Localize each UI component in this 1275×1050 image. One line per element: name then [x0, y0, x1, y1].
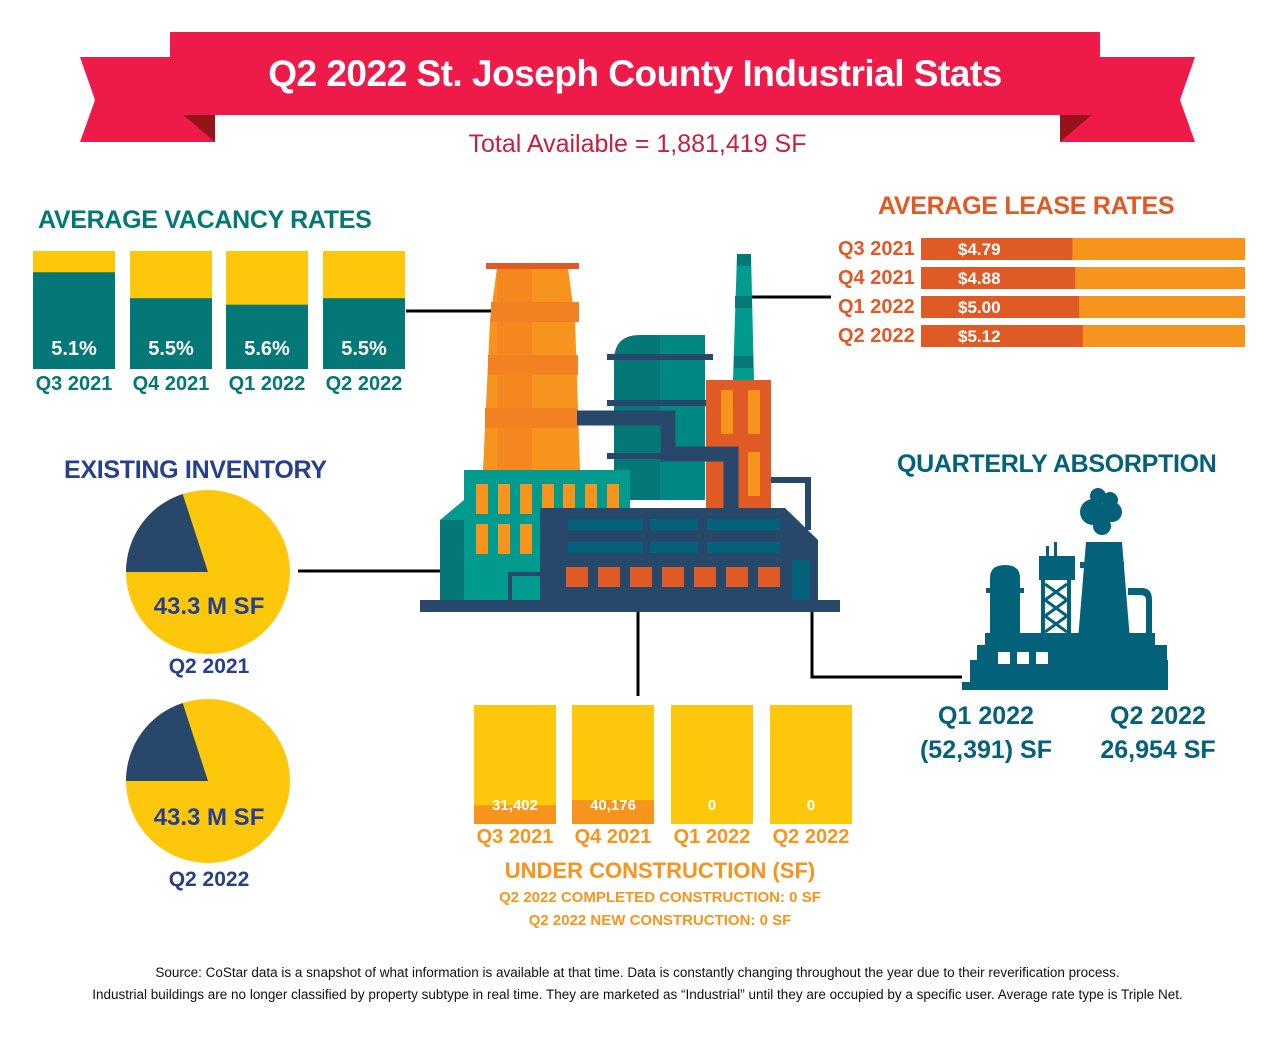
- construction-bar-background: [671, 705, 753, 824]
- banner-left-fold: [180, 112, 215, 142]
- lease-category: Q4 2021: [838, 267, 915, 289]
- banner-main: [170, 32, 1100, 115]
- construction-title: UNDER CONSTRUCTION (SF): [504, 858, 816, 883]
- vacancy-chart: [33, 251, 405, 369]
- construction-bar-background: [770, 705, 852, 824]
- banner-right-fold: [1060, 112, 1095, 142]
- construction-bar: [572, 800, 654, 824]
- lease-category: Q1 2022: [838, 296, 915, 318]
- lease-chart: [921, 238, 1245, 347]
- absorption-value: (52,391) SF: [919, 736, 1052, 764]
- construction-value: 0: [806, 797, 816, 814]
- vacancy-bar: [33, 272, 115, 369]
- lease-bar: [921, 296, 1080, 318]
- construction-value: 31,402: [492, 797, 538, 814]
- vacancy-value: 5.1%: [51, 338, 97, 360]
- pie-slice-dark: [126, 703, 208, 781]
- lease-value: $5.00: [958, 298, 1001, 317]
- total-available: Total Available = 1,881,419 SF: [468, 130, 807, 158]
- lease-value: $4.88: [958, 269, 1001, 288]
- lease-bar: [921, 238, 1073, 260]
- factory-silhouette-windows: [998, 652, 1048, 664]
- factory-silhouette-icon: [962, 488, 1168, 690]
- absorption-quarter: Q1 2022: [938, 702, 1034, 730]
- vacancy-value: 5.5%: [341, 338, 387, 360]
- absorption-quarter: Q2 2022: [1110, 702, 1206, 730]
- footer-source: Source: CoStar data is a snapshot of wha…: [155, 965, 1120, 980]
- construction-category: Q4 2021: [574, 826, 652, 848]
- factory-illustration-icon: [420, 254, 840, 612]
- construction-chart: [474, 705, 852, 824]
- vacancy-bar: [226, 304, 308, 369]
- absorption-title: QUARTERLY ABSORPTION: [897, 450, 1217, 478]
- construction-category: Q2 2022: [772, 826, 850, 848]
- page-title: Q2 2022 St. Joseph County Industrial Sta…: [268, 52, 1002, 94]
- inventory-label: Q2 2022: [168, 868, 250, 891]
- construction-category: Q3 2021: [476, 826, 554, 848]
- absorption-value: 26,954 SF: [1100, 736, 1216, 764]
- vacancy-bar: [130, 298, 212, 369]
- inventory-title: EXISTING INVENTORY: [64, 456, 327, 484]
- construction-bar: [474, 805, 556, 824]
- pie-slice-dark: [126, 494, 208, 572]
- connector-absorption: [810, 612, 962, 679]
- lease-category: Q2 2022: [838, 325, 915, 347]
- connector-lines: [298, 295, 962, 696]
- footer-note: Industrial buildings are no longer class…: [92, 987, 1183, 1002]
- lease-title: AVERAGE LEASE RATES: [878, 192, 1175, 220]
- construction-value: 40,176: [590, 797, 636, 814]
- construction-bar-background: [474, 705, 556, 824]
- vacancy-category: Q3 2021: [35, 373, 113, 395]
- inventory-pies: [126, 490, 290, 863]
- construction-note-new: Q2 2022 NEW CONSTRUCTION: 0 SF: [528, 912, 792, 929]
- lease-bar: [921, 325, 1083, 347]
- lease-bar: [921, 267, 1076, 289]
- construction-value: 0: [707, 797, 717, 814]
- vacancy-category: Q1 2022: [228, 373, 306, 395]
- vacancy-value: 5.5%: [148, 338, 194, 360]
- vacancy-category: Q4 2021: [132, 373, 210, 395]
- inventory-value: 43.3 M SF: [153, 804, 265, 831]
- vacancy-title: AVERAGE VACANCY RATES: [38, 206, 372, 234]
- lease-category: Q3 2021: [838, 238, 915, 260]
- lease-value: $5.12: [958, 327, 1001, 346]
- lease-value: $4.79: [958, 240, 1001, 259]
- vacancy-category: Q2 2022: [325, 373, 403, 395]
- inventory-label: Q2 2021: [168, 655, 250, 678]
- construction-category: Q1 2022: [673, 826, 751, 848]
- vacancy-bar: [323, 298, 405, 369]
- inventory-value: 43.3 M SF: [153, 593, 265, 620]
- construction-note-completed: Q2 2022 COMPLETED CONSTRUCTION: 0 SF: [499, 889, 821, 906]
- vacancy-value: 5.6%: [244, 338, 290, 360]
